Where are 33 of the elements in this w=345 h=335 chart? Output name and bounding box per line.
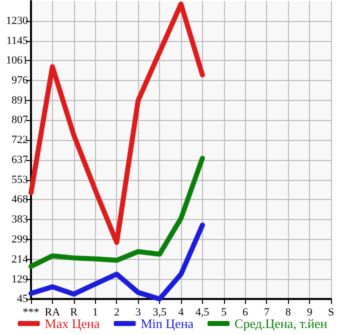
y-tick-label: 468 [12, 194, 28, 206]
legend-label: Сред.Цена, т.йен [234, 316, 328, 331]
x-tick-label: R [70, 306, 78, 318]
y-tick-label: 891 [12, 94, 28, 106]
y-tick-label: 214 [12, 253, 28, 266]
y-tick-label: 45 [17, 293, 28, 305]
y-tick-label: 637 [12, 154, 28, 166]
x-tick-label: 8 [285, 306, 292, 318]
x-tick-label: 7 [264, 306, 270, 318]
x-tick-label: *** [22, 306, 40, 318]
y-tick-label: 299 [12, 233, 28, 246]
y-tick-label: 807 [12, 114, 28, 126]
y-tick-label: 553 [12, 174, 28, 186]
x-tick-label: 9 [306, 306, 313, 318]
y-tick-label: 1061 [6, 54, 28, 67]
y-tick-label: 1145 [6, 34, 28, 47]
x-tick-label: S [328, 306, 334, 318]
x-tick-label: 2 [114, 306, 120, 318]
x-tick-label: 3,5 [152, 306, 167, 318]
legend-label: Max Цена [44, 316, 100, 331]
x-tick-label: 4 [178, 306, 184, 318]
x-tick-label: 4,5 [196, 306, 210, 318]
y-tick-label: 722 [12, 134, 28, 146]
y-tick-label: 976 [12, 74, 28, 87]
x-tick-label: 5 [221, 306, 228, 318]
x-tick-label: 3 [135, 306, 142, 318]
y-tick-label: 129 [12, 273, 28, 286]
x-tick-label: 6 [242, 306, 249, 318]
x-tick-label: 1 [92, 306, 98, 318]
x-tick-label: RA [44, 306, 60, 318]
legend-label: Min Цена [140, 316, 194, 331]
y-tick-label: 383 [12, 214, 28, 226]
y-tick-label: 1230 [6, 14, 28, 27]
